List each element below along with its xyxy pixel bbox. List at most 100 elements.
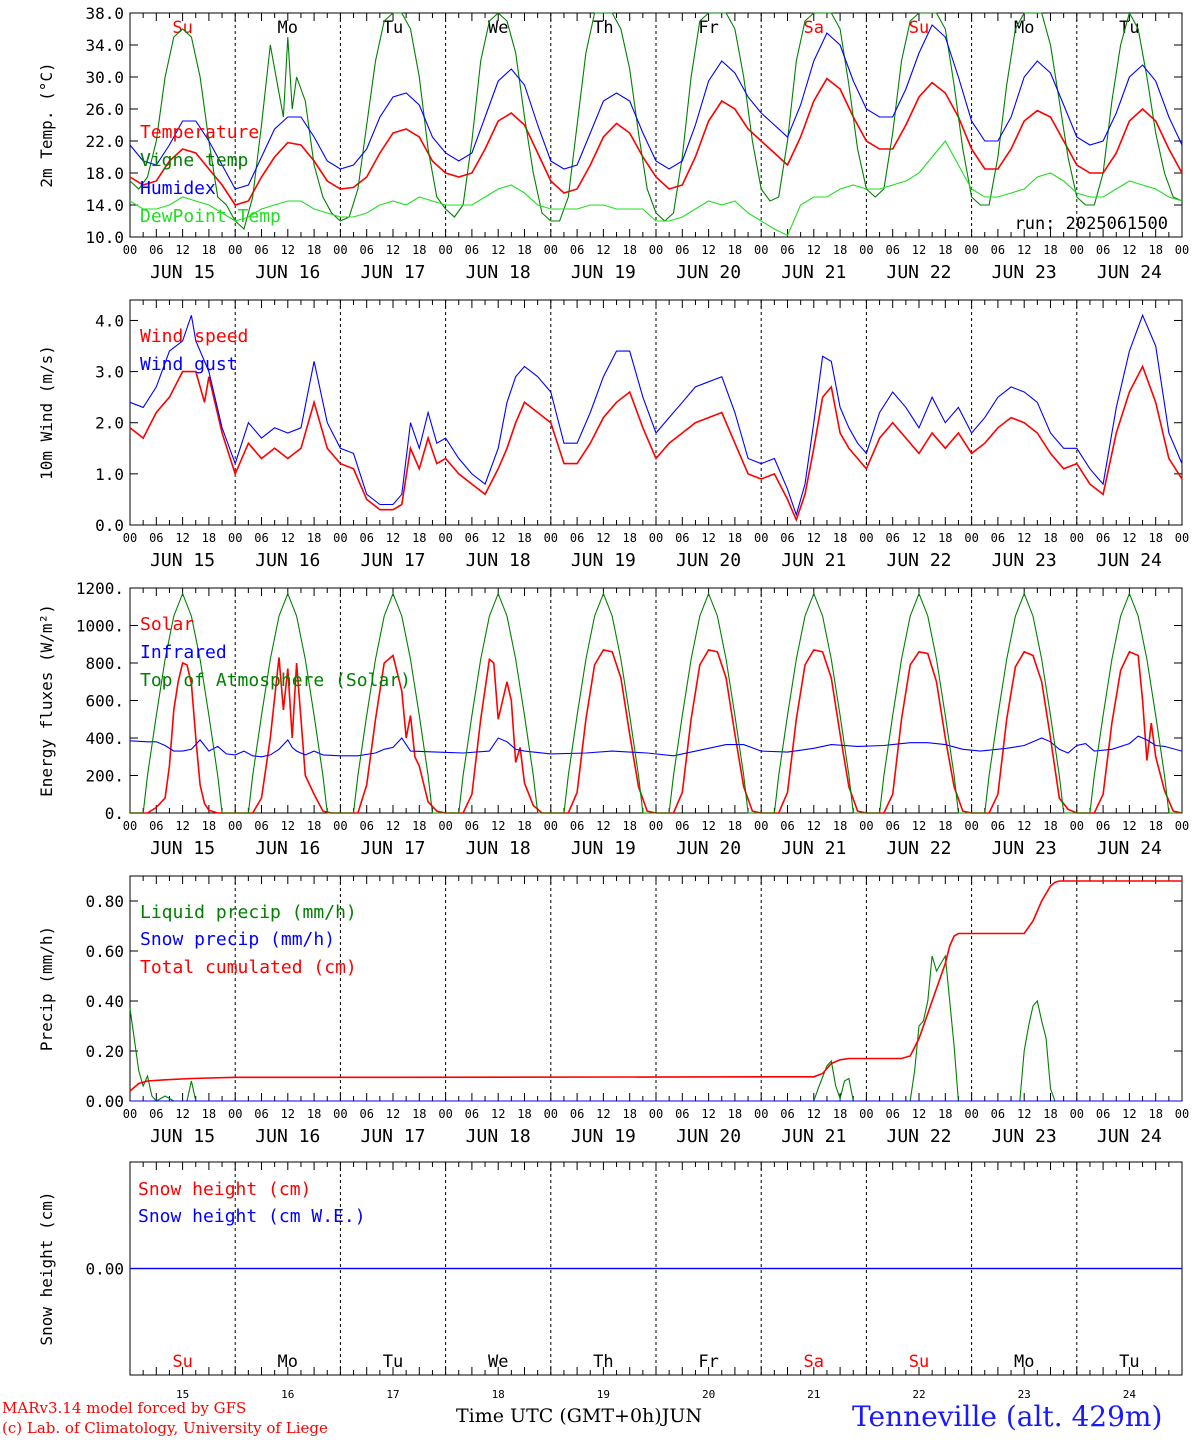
date-label: JUN 20 <box>676 838 741 859</box>
date-label: JUN 18 <box>466 1126 531 1147</box>
hour-tick-label: 06 <box>465 531 479 545</box>
hour-tick-label: 00 <box>544 819 558 833</box>
date-label: JUN 16 <box>255 550 320 571</box>
hour-tick-label: 06 <box>149 1107 163 1121</box>
hour-tick-label: 18 <box>412 531 426 545</box>
day-name-label: Tu <box>383 18 403 38</box>
date-label: JUN 20 <box>676 550 741 571</box>
series-line-total-cumulated-cm- <box>129 880 1182 1092</box>
hour-tick-label: 00 <box>1175 1107 1189 1121</box>
date-label: JUN 16 <box>255 838 320 859</box>
hour-tick-label: 00 <box>964 531 978 545</box>
hour-tick-label: 12 <box>386 243 400 257</box>
hour-tick-label: 06 <box>465 1107 479 1121</box>
hour-tick-label: 00 <box>649 1107 663 1121</box>
hour-tick-label: 18 <box>833 531 847 545</box>
date-number: 21 <box>807 1388 820 1401</box>
hour-tick-label: 06 <box>991 243 1005 257</box>
date-label: JUN 20 <box>676 262 741 283</box>
date-label: JUN 23 <box>992 1126 1057 1147</box>
hour-tick-label: 06 <box>149 243 163 257</box>
legend-entry: Liquid precip (mm/h) <box>140 902 357 923</box>
plot-frame <box>129 587 1183 814</box>
hour-tick-label: 06 <box>254 243 268 257</box>
hour-tick-label: 06 <box>675 819 689 833</box>
hour-tick-label: 00 <box>228 819 242 833</box>
legend-entry: Total cumulated (cm) <box>140 957 357 978</box>
date-label: JUN 22 <box>886 1126 951 1147</box>
date-label: JUN 18 <box>466 550 531 571</box>
hour-tick-label: 00 <box>123 531 137 545</box>
hour-tick-label: 12 <box>175 1107 189 1121</box>
hour-tick-label: 18 <box>202 243 216 257</box>
series-line-wind-speed <box>129 364 1183 523</box>
hour-tick-label: 06 <box>675 1107 689 1121</box>
hour-tick-label: 12 <box>1017 819 1031 833</box>
series-line-infrared <box>129 735 1183 758</box>
hour-tick-label: 18 <box>517 819 531 833</box>
date-label: JUN 18 <box>466 838 531 859</box>
date-label: JUN 19 <box>571 838 636 859</box>
day-name-label: Su <box>909 1352 929 1372</box>
hour-tick-label: 18 <box>833 1107 847 1121</box>
hour-tick-label: 00 <box>123 819 137 833</box>
date-label: JUN 17 <box>360 1126 425 1147</box>
hour-tick-label: 12 <box>701 819 715 833</box>
date-label: JUN 15 <box>150 550 215 571</box>
hour-tick-label: 00 <box>754 243 768 257</box>
hour-tick-label: 12 <box>807 531 821 545</box>
date-number: 23 <box>1018 1388 1031 1401</box>
y-tick-label: 38.0 <box>85 4 124 23</box>
hour-tick-label: 12 <box>491 819 505 833</box>
lab-credit: (c) Lab. of Climatology, University of L… <box>2 1419 328 1437</box>
date-label: JUN 22 <box>886 838 951 859</box>
hour-tick-label: 12 <box>386 819 400 833</box>
y-tick-label: 1.0 <box>95 465 124 484</box>
date-label: JUN 21 <box>781 262 846 283</box>
hour-tick-label: 18 <box>833 243 847 257</box>
date-label: JUN 21 <box>781 838 846 859</box>
hour-tick-label: 18 <box>938 531 952 545</box>
hour-tick-label: 12 <box>1017 1107 1031 1121</box>
hour-tick-label: 18 <box>202 531 216 545</box>
y-tick-label: 0.40 <box>85 992 124 1011</box>
hour-tick-label: 12 <box>807 819 821 833</box>
y-tick-label: 0.20 <box>85 1042 124 1061</box>
hour-tick-label: 00 <box>1070 819 1084 833</box>
y-tick-label: 1200. <box>76 579 124 598</box>
hour-tick-label: 06 <box>570 531 584 545</box>
hour-tick-label: 18 <box>517 243 531 257</box>
hour-tick-label: 06 <box>149 531 163 545</box>
model-credit: MARv3.14 model forced by GFS <box>2 1399 247 1417</box>
hour-tick-label: 18 <box>1043 1107 1057 1121</box>
hour-tick-label: 00 <box>123 1107 137 1121</box>
hour-tick-label: 12 <box>596 243 610 257</box>
hour-tick-label: 06 <box>991 1107 1005 1121</box>
date-number: 18 <box>492 1388 505 1401</box>
day-name-label: Mo <box>1014 18 1034 38</box>
station-name: Tenneville (alt. 429m) <box>852 1400 1163 1433</box>
date-number: 15 <box>176 1388 189 1401</box>
hour-tick-label: 06 <box>570 243 584 257</box>
y-tick-label: 0.0 <box>95 516 124 535</box>
hour-tick-label: 12 <box>596 819 610 833</box>
hour-tick-label: 00 <box>649 531 663 545</box>
hour-tick-label: 06 <box>780 1107 794 1121</box>
date-label: JUN 19 <box>571 262 636 283</box>
day-name-label: Mo <box>278 18 298 38</box>
legend-entry: Vigne temp <box>140 150 248 171</box>
date-label: JUN 16 <box>255 262 320 283</box>
day-name-label: Th <box>593 1352 613 1372</box>
date-label: JUN 16 <box>255 1126 320 1147</box>
y-axis-label: Snow height (cm) <box>37 1191 56 1345</box>
hour-tick-label: 00 <box>333 819 347 833</box>
y-tick-label: 0.00 <box>85 1260 124 1279</box>
y-tick-label: 400. <box>85 729 124 748</box>
day-name-label: We <box>488 18 508 38</box>
date-number: 19 <box>597 1388 610 1401</box>
hour-tick-label: 00 <box>859 531 873 545</box>
hour-tick-label: 06 <box>570 819 584 833</box>
hour-tick-label: 00 <box>1175 243 1189 257</box>
series-line-vigne-temp <box>129 11 1183 231</box>
date-label: JUN 19 <box>571 550 636 571</box>
